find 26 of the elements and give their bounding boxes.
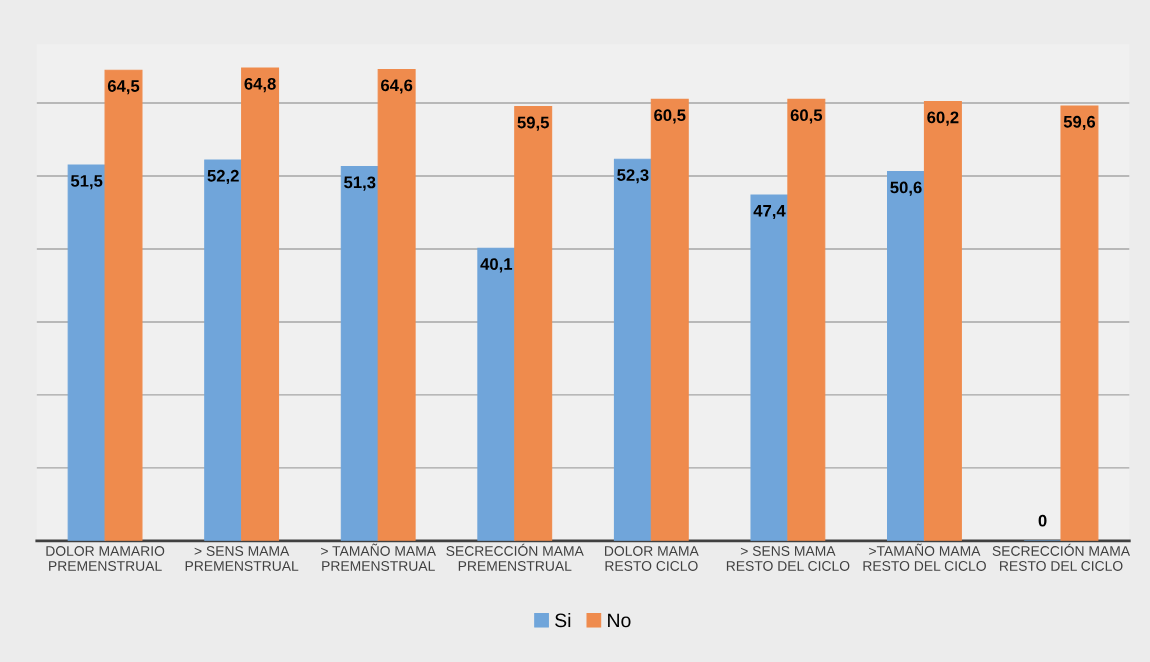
data-label: 52,2	[207, 169, 239, 185]
x-tick-label: > SENS MAMA PREMENSTRUAL	[185, 546, 299, 571]
x-tick-label: > SENS MAMA RESTO DEL CICLO	[726, 546, 850, 571]
legend-label: Si	[555, 612, 571, 628]
data-label: 59,6	[1063, 115, 1096, 131]
x-tick-label: DOLOR MAMARIO PREMENSTRUAL	[46, 546, 165, 571]
x-tick-label: >TAMAÑO MAMA RESTO DEL CICLO	[863, 543, 986, 571]
data-label: 64,5	[107, 80, 140, 95]
data-label: 52,3	[617, 169, 649, 184]
data-label: 40,1	[480, 258, 513, 273]
data-label: 60,5	[654, 109, 686, 124]
x-tick-label: DOLOR MAMA RESTO CICLO	[605, 546, 699, 571]
data-label: 50,6	[890, 181, 922, 196]
data-label: 60,2	[927, 111, 959, 126]
data-label: 60,5	[790, 109, 823, 124]
x-tick-label: > TAMAÑO MAMA PREMENSTRUAL	[321, 543, 436, 571]
data-label: 0	[1038, 514, 1047, 527]
data-label: 47,4	[753, 205, 786, 220]
data-label: 51,5	[70, 175, 103, 190]
x-tick-label: SECRECCIÓN MAMA PREMENSTRUAL	[446, 543, 584, 571]
data-label: 64,6	[381, 79, 413, 94]
data-label: 51,3	[344, 176, 376, 191]
x-tick-label: SECRECCIÓN MAMA RESTO DEL CICLO	[992, 543, 1131, 571]
legend-label: No	[608, 613, 631, 628]
data-label: 59,5	[517, 116, 549, 131]
data-label: 64,8	[244, 77, 276, 93]
